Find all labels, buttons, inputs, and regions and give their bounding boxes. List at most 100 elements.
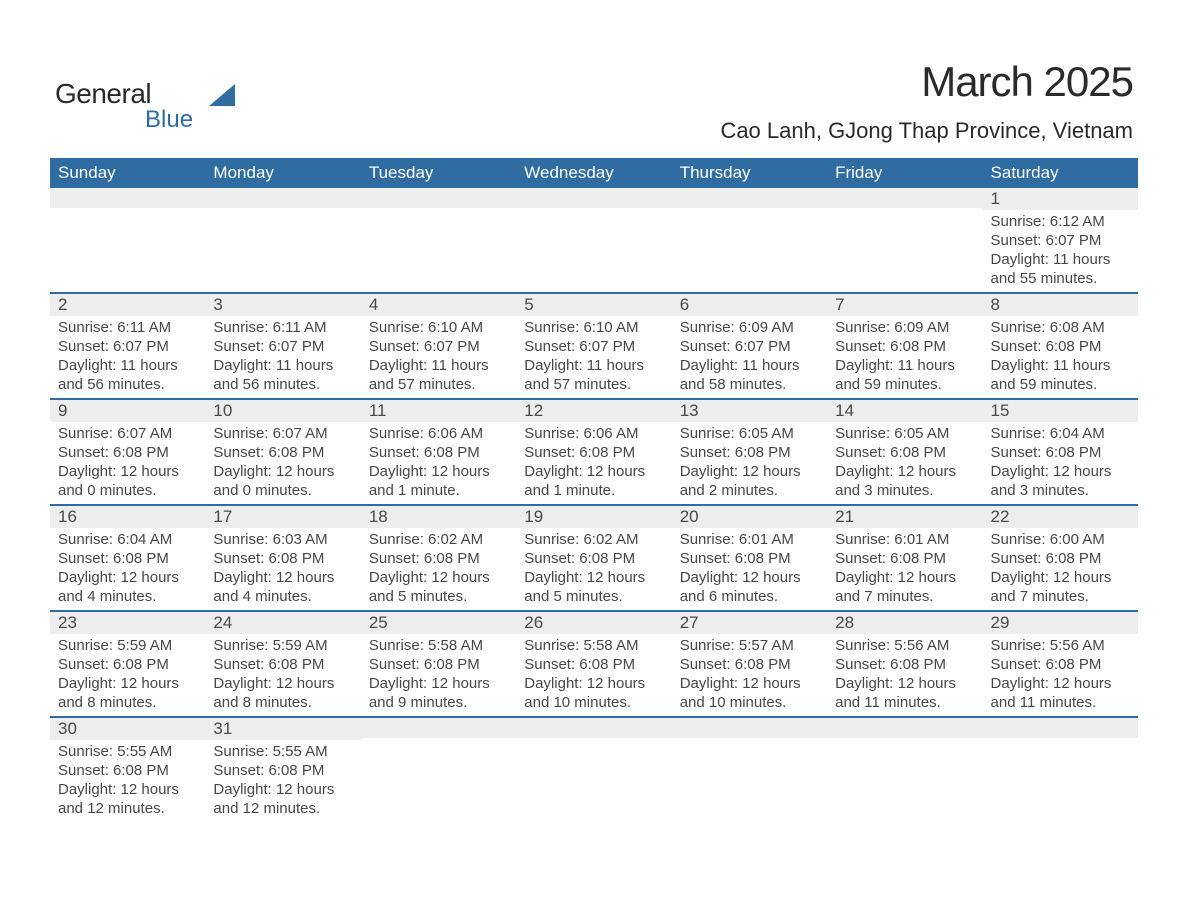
sunrise-text: Sunrise: 5:59 AM [213, 636, 360, 655]
day-number: 9 [50, 400, 205, 422]
day-cell: 10Sunrise: 6:07 AMSunset: 6:08 PMDayligh… [205, 400, 360, 504]
day-number: 8 [983, 294, 1138, 316]
daylight-text-line2: and 56 minutes. [213, 375, 360, 394]
daylight-text-line2: and 3 minutes. [835, 481, 982, 500]
day-cell: 30Sunrise: 5:55 AMSunset: 6:08 PMDayligh… [50, 718, 205, 822]
day-cell: 28Sunrise: 5:56 AMSunset: 6:08 PMDayligh… [827, 612, 982, 716]
day-body: Sunrise: 6:09 AMSunset: 6:07 PMDaylight:… [672, 316, 827, 398]
daylight-text-line2: and 58 minutes. [680, 375, 827, 394]
day-number: 21 [827, 506, 982, 528]
calendar-grid: Sunday Monday Tuesday Wednesday Thursday… [50, 158, 1138, 822]
sunrise-text: Sunrise: 6:11 AM [213, 318, 360, 337]
day-cell: 15Sunrise: 6:04 AMSunset: 6:08 PMDayligh… [983, 400, 1138, 504]
day-number: 14 [827, 400, 982, 422]
sunset-text: Sunset: 6:08 PM [524, 549, 671, 568]
day-number: 15 [983, 400, 1138, 422]
daylight-text-line2: and 59 minutes. [991, 375, 1138, 394]
day-cell: 17Sunrise: 6:03 AMSunset: 6:08 PMDayligh… [205, 506, 360, 610]
day-cell: 6Sunrise: 6:09 AMSunset: 6:07 PMDaylight… [672, 294, 827, 398]
sunrise-text: Sunrise: 6:06 AM [524, 424, 671, 443]
sunrise-text: Sunrise: 5:58 AM [524, 636, 671, 655]
day-number: 18 [361, 506, 516, 528]
day-number: 7 [827, 294, 982, 316]
week-row: 2Sunrise: 6:11 AMSunset: 6:07 PMDaylight… [50, 294, 1138, 400]
day-number: 23 [50, 612, 205, 634]
day-body: Sunrise: 6:07 AMSunset: 6:08 PMDaylight:… [205, 422, 360, 504]
sunrise-text: Sunrise: 6:04 AM [58, 530, 205, 549]
day-body: Sunrise: 5:56 AMSunset: 6:08 PMDaylight:… [983, 634, 1138, 716]
sunset-text: Sunset: 6:08 PM [524, 443, 671, 462]
sunrise-text: Sunrise: 5:55 AM [213, 742, 360, 761]
sunset-text: Sunset: 6:08 PM [369, 549, 516, 568]
sunrise-text: Sunrise: 6:06 AM [369, 424, 516, 443]
day-body: Sunrise: 6:02 AMSunset: 6:08 PMDaylight:… [361, 528, 516, 610]
day-cell: 9Sunrise: 6:07 AMSunset: 6:08 PMDaylight… [50, 400, 205, 504]
day-body: Sunrise: 6:11 AMSunset: 6:07 PMDaylight:… [205, 316, 360, 398]
day-cell: 4Sunrise: 6:10 AMSunset: 6:07 PMDaylight… [361, 294, 516, 398]
day-cell: 21Sunrise: 6:01 AMSunset: 6:08 PMDayligh… [827, 506, 982, 610]
empty-day-strip [516, 188, 671, 208]
daylight-text-line2: and 7 minutes. [835, 587, 982, 606]
day-number: 26 [516, 612, 671, 634]
sunset-text: Sunset: 6:08 PM [369, 443, 516, 462]
day-body: Sunrise: 6:01 AMSunset: 6:08 PMDaylight:… [672, 528, 827, 610]
day-body: Sunrise: 6:06 AMSunset: 6:08 PMDaylight:… [516, 422, 671, 504]
day-cell [827, 718, 982, 822]
daylight-text-line1: Daylight: 12 hours [835, 674, 982, 693]
day-cell: 27Sunrise: 5:57 AMSunset: 6:08 PMDayligh… [672, 612, 827, 716]
day-cell [983, 718, 1138, 822]
page-title: March 2025 [921, 58, 1133, 106]
day-number: 3 [205, 294, 360, 316]
daylight-text-line2: and 9 minutes. [369, 693, 516, 712]
day-number: 22 [983, 506, 1138, 528]
sunrise-text: Sunrise: 5:55 AM [58, 742, 205, 761]
brand-word-2: Blue [145, 106, 193, 134]
daylight-text-line1: Daylight: 12 hours [680, 674, 827, 693]
daylight-text-line2: and 59 minutes. [835, 375, 982, 394]
daylight-text-line2: and 8 minutes. [58, 693, 205, 712]
weekday-header: Tuesday [361, 163, 516, 183]
sunrise-text: Sunrise: 5:56 AM [991, 636, 1138, 655]
page-subtitle: Cao Lanh, GJong Thap Province, Vietnam [720, 118, 1133, 144]
daylight-text-line2: and 2 minutes. [680, 481, 827, 500]
day-cell [672, 718, 827, 822]
sunrise-text: Sunrise: 6:05 AM [835, 424, 982, 443]
day-body: Sunrise: 6:10 AMSunset: 6:07 PMDaylight:… [516, 316, 671, 398]
day-cell: 23Sunrise: 5:59 AMSunset: 6:08 PMDayligh… [50, 612, 205, 716]
daylight-text-line2: and 1 minute. [524, 481, 671, 500]
daylight-text-line2: and 4 minutes. [58, 587, 205, 606]
day-cell: 31Sunrise: 5:55 AMSunset: 6:08 PMDayligh… [205, 718, 360, 822]
daylight-text-line1: Daylight: 12 hours [58, 780, 205, 799]
sunrise-text: Sunrise: 6:09 AM [680, 318, 827, 337]
sunset-text: Sunset: 6:07 PM [369, 337, 516, 356]
day-number: 27 [672, 612, 827, 634]
day-cell: 26Sunrise: 5:58 AMSunset: 6:08 PMDayligh… [516, 612, 671, 716]
day-cell: 25Sunrise: 5:58 AMSunset: 6:08 PMDayligh… [361, 612, 516, 716]
day-body: Sunrise: 5:55 AMSunset: 6:08 PMDaylight:… [205, 740, 360, 822]
day-number: 17 [205, 506, 360, 528]
day-cell: 18Sunrise: 6:02 AMSunset: 6:08 PMDayligh… [361, 506, 516, 610]
sunrise-text: Sunrise: 6:01 AM [680, 530, 827, 549]
day-body: Sunrise: 5:55 AMSunset: 6:08 PMDaylight:… [50, 740, 205, 822]
sunset-text: Sunset: 6:08 PM [680, 549, 827, 568]
empty-day-strip [516, 718, 671, 738]
day-number: 4 [361, 294, 516, 316]
daylight-text-line1: Daylight: 12 hours [524, 568, 671, 587]
daylight-text-line1: Daylight: 12 hours [369, 674, 516, 693]
daylight-text-line2: and 12 minutes. [58, 799, 205, 818]
sunset-text: Sunset: 6:07 PM [524, 337, 671, 356]
sunrise-text: Sunrise: 5:58 AM [369, 636, 516, 655]
brand-word-1: General [55, 78, 151, 110]
day-cell: 20Sunrise: 6:01 AMSunset: 6:08 PMDayligh… [672, 506, 827, 610]
daylight-text-line1: Daylight: 12 hours [680, 462, 827, 481]
brand-triangle-icon [209, 84, 235, 106]
day-number: 11 [361, 400, 516, 422]
empty-day-strip [205, 188, 360, 208]
sunset-text: Sunset: 6:08 PM [213, 761, 360, 780]
weekday-header: Monday [205, 163, 360, 183]
sunset-text: Sunset: 6:08 PM [991, 549, 1138, 568]
daylight-text-line1: Daylight: 12 hours [991, 568, 1138, 587]
day-number: 16 [50, 506, 205, 528]
sunset-text: Sunset: 6:08 PM [213, 443, 360, 462]
day-number: 10 [205, 400, 360, 422]
